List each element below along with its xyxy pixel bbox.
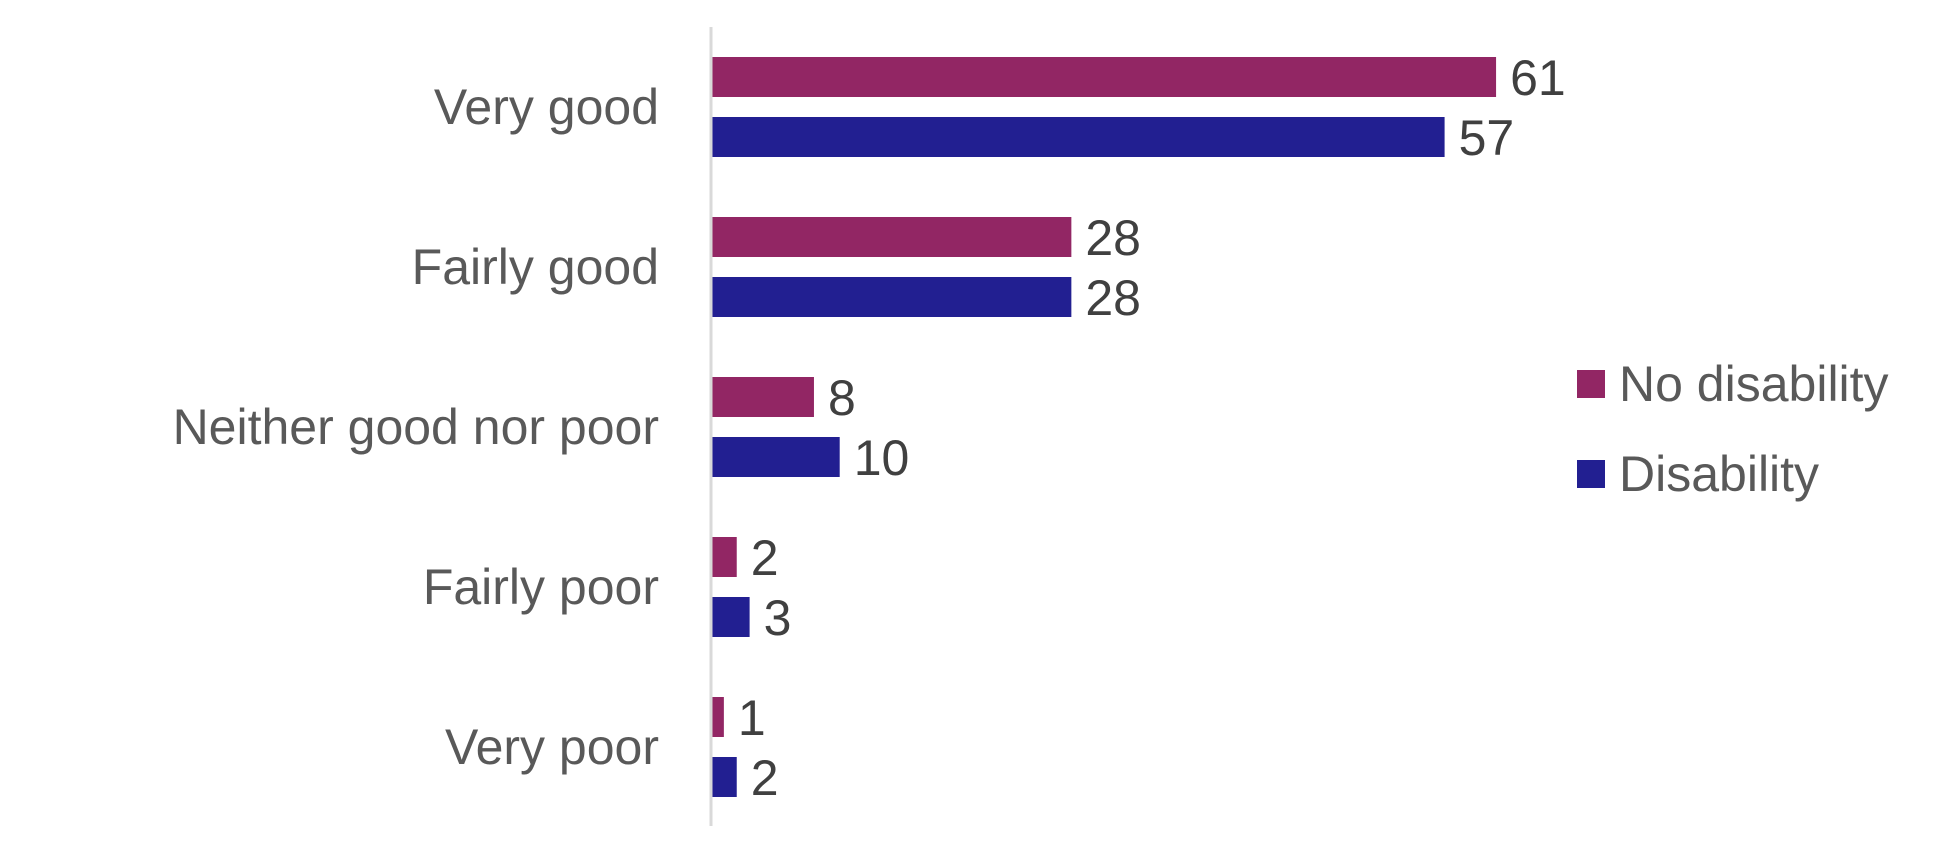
bar-disability-very-good <box>711 117 1445 157</box>
category-labels: Very good Fairly good Neither good nor poo… <box>173 79 659 775</box>
bar-no-disability-fairly-poor <box>711 537 737 577</box>
bar-no-disability-very-poor <box>711 697 724 737</box>
legend-label-disability: Disability <box>1619 446 1819 502</box>
value-label-no-disability-fairly-good: 28 <box>1085 210 1141 266</box>
legend-swatch-disability <box>1577 460 1605 488</box>
bar-disability-fairly-poor <box>711 597 750 637</box>
value-label-no-disability-very-poor: 1 <box>738 690 766 746</box>
legend-swatch-no-disability <box>1577 370 1605 398</box>
bar-disability-neither-good-nor-poor <box>711 437 840 477</box>
legend-label-no-disability: No disability <box>1619 356 1889 412</box>
bar-no-disability-neither-good-nor-poor <box>711 377 814 417</box>
category-label-neither-good-nor-poor: Neither good nor poor <box>173 399 659 455</box>
value-label-disability-very-poor: 2 <box>751 750 779 806</box>
value-label-disability-fairly-good: 28 <box>1085 270 1141 326</box>
value-label-no-disability-neither-good-nor-poor: 8 <box>828 370 856 426</box>
value-label-no-disability-fairly-poor: 2 <box>751 530 779 586</box>
value-label-disability-very-good: 57 <box>1459 110 1515 166</box>
bars <box>711 57 1497 797</box>
bar-disability-very-poor <box>711 757 737 797</box>
legend: No disability Disability <box>1577 356 1889 502</box>
category-label-fairly-good: Fairly good <box>412 239 659 295</box>
category-label-fairly-poor: Fairly poor <box>423 559 659 615</box>
value-label-no-disability-very-good: 61 <box>1510 50 1566 106</box>
value-label-disability-neither-good-nor-poor: 10 <box>854 430 910 486</box>
value-label-disability-fairly-poor: 3 <box>764 590 792 646</box>
bar-no-disability-fairly-good <box>711 217 1072 257</box>
category-label-very-good: Very good <box>434 79 659 135</box>
bar-no-disability-very-good <box>711 57 1497 97</box>
bar-disability-fairly-good <box>711 277 1072 317</box>
category-label-very-poor: Very poor <box>445 719 659 775</box>
